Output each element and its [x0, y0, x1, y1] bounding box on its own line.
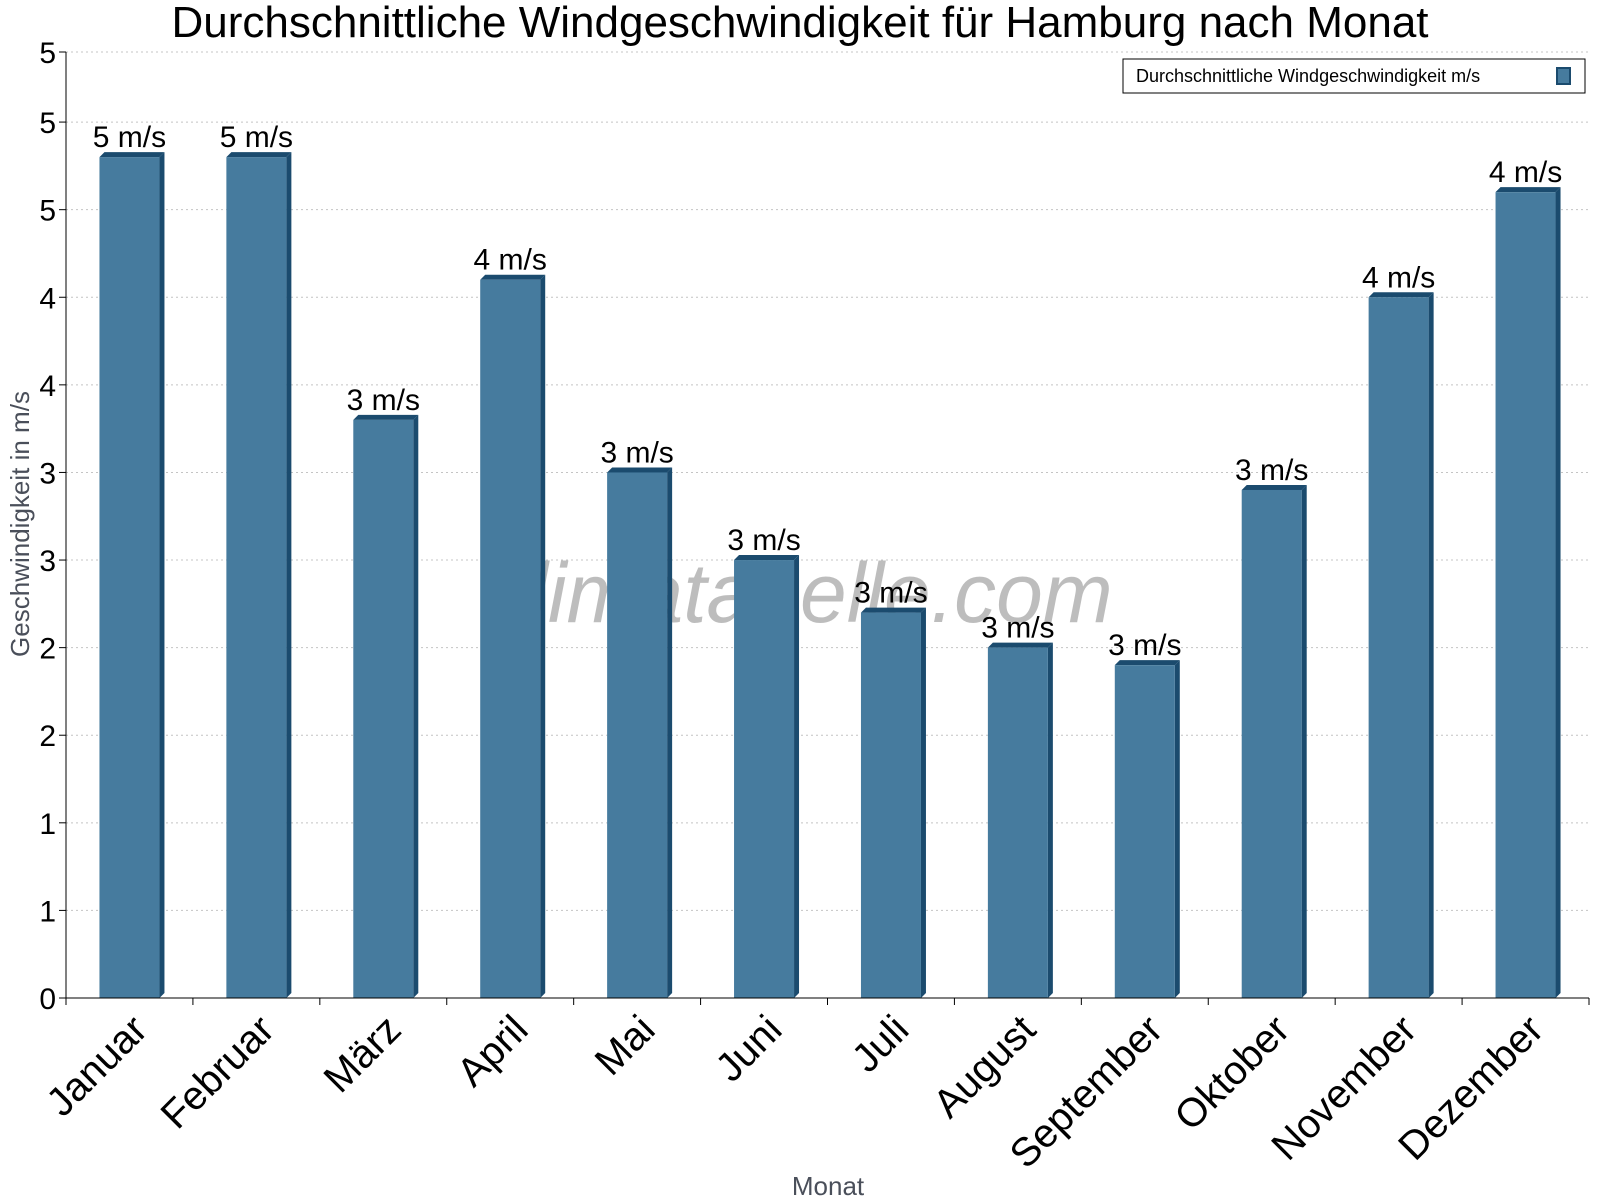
chart-title: Durchschnittliche Windgeschwindigkeit fü… — [171, 0, 1428, 47]
y-tick-label: 1 — [39, 808, 56, 841]
bar-side — [1428, 292, 1434, 998]
bar-top — [1368, 292, 1434, 298]
y-tick-label: 3 — [39, 457, 56, 490]
bar-side — [1047, 642, 1053, 998]
bar-side — [1174, 660, 1180, 998]
bar-top — [226, 152, 292, 158]
bar-top — [353, 414, 419, 420]
y-tick-label: 4 — [39, 370, 56, 403]
bar — [99, 157, 160, 999]
y-tick-label: 5 — [39, 37, 56, 70]
legend-box — [1122, 58, 1586, 94]
bar-side — [794, 555, 800, 998]
y-tick-label: 0 — [39, 983, 56, 1016]
bar-side — [159, 152, 165, 999]
bar — [734, 560, 795, 998]
bar-side — [1555, 187, 1561, 999]
bar — [607, 472, 668, 998]
data-label: 3 m/s — [854, 577, 927, 610]
bar — [1368, 297, 1429, 998]
bar-top — [1241, 484, 1307, 490]
y-tick-label: 2 — [39, 633, 56, 666]
data-label: 3 m/s — [600, 436, 673, 469]
data-label: 3 m/s — [347, 384, 420, 417]
data-label: 3 m/s — [981, 612, 1054, 645]
data-label: 3 m/s — [727, 524, 800, 557]
watermark: klimatabelle.com — [487, 546, 1113, 640]
data-label: 3 m/s — [1108, 629, 1181, 662]
data-label: 4 m/s — [474, 244, 547, 277]
bar — [1114, 665, 1175, 998]
bar-top — [99, 152, 165, 158]
y-tick-label: 4 — [39, 282, 56, 315]
y-tick-label: 1 — [39, 895, 56, 928]
bar-top — [734, 555, 800, 561]
data-label: 4 m/s — [1362, 261, 1435, 294]
bar-side — [540, 274, 546, 999]
x-category-label: Oktober — [1166, 1007, 1298, 1139]
bar — [353, 419, 414, 998]
bar — [226, 157, 287, 999]
bar — [1495, 192, 1556, 999]
data-label: 4 m/s — [1489, 156, 1562, 189]
x-category-label: Februar — [153, 1007, 283, 1137]
axes — [59, 51, 1590, 1005]
legend: Durchschnittliche Windgeschwindigkeit m/… — [1122, 58, 1586, 94]
legend-swatch — [1556, 67, 1571, 85]
x-category-label: Mai — [587, 1007, 664, 1084]
y-tick-label: 5 — [39, 195, 56, 228]
x-category-label: April — [449, 1007, 537, 1095]
bars — [99, 152, 1561, 999]
bar-top — [480, 274, 546, 280]
bar — [860, 612, 921, 998]
x-category-label: August — [925, 1007, 1044, 1126]
bar-top — [1114, 660, 1180, 666]
x-category-label: März — [316, 1007, 410, 1101]
bar-side — [286, 152, 292, 999]
bar-top — [607, 467, 673, 473]
y-tick-label: 3 — [39, 545, 56, 578]
bar-top — [860, 607, 926, 613]
x-category-label: Juli — [844, 1007, 918, 1081]
legend-label: Durchschnittliche Windgeschwindigkeit m/… — [1136, 66, 1480, 86]
bar-top — [987, 642, 1053, 648]
bar-top — [1495, 187, 1561, 193]
y-axis-title: Geschwindigkeit in m/s — [5, 391, 35, 657]
bar-side — [413, 414, 419, 998]
data-label: 3 m/s — [1235, 454, 1308, 487]
x-category-label: Januar — [38, 1007, 156, 1125]
bar-side — [667, 467, 673, 998]
bar-side — [1301, 484, 1307, 998]
bar — [1241, 489, 1302, 998]
data-label: 5 m/s — [93, 121, 166, 154]
bar-side — [920, 607, 926, 998]
grid-lines — [66, 51, 1589, 911]
bar — [987, 647, 1048, 998]
y-tick-label: 5 — [39, 107, 56, 140]
data-label: 5 m/s — [220, 121, 293, 154]
x-axis-title: Monat — [792, 1171, 865, 1200]
bar — [480, 279, 541, 999]
x-category-label: Juni — [707, 1007, 790, 1090]
y-tick-label: 2 — [39, 720, 56, 753]
